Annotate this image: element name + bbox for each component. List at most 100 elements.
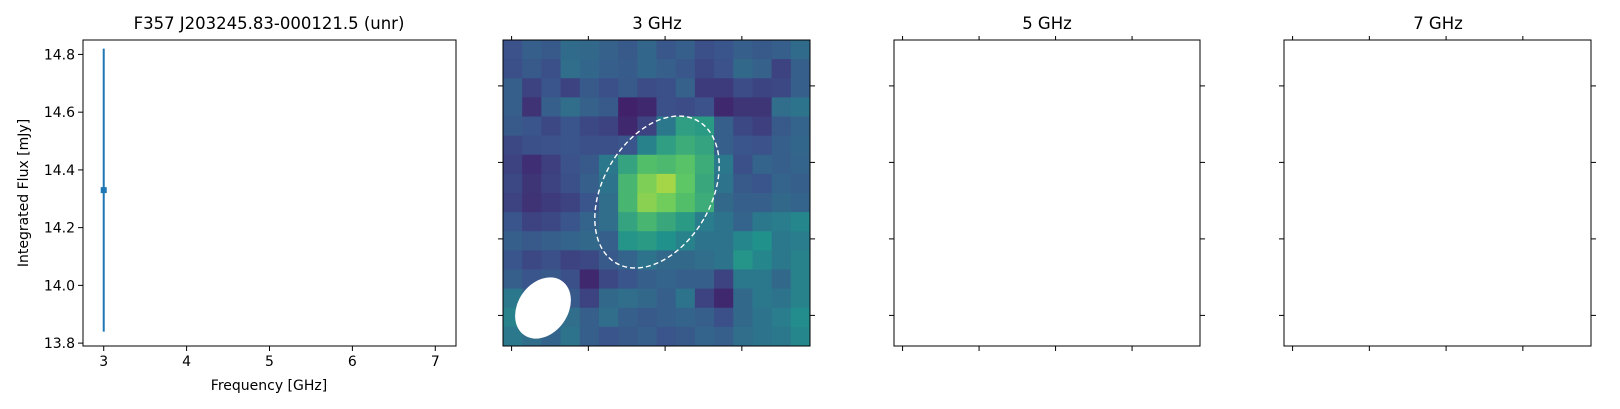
spectrum-y-label: Integrated Flux [mJy] (16, 119, 32, 267)
image-pixel (714, 231, 734, 251)
image-pixel (541, 97, 562, 117)
image-pixel (714, 193, 734, 213)
panel-5ghz: 5 GHz (889, 14, 1205, 351)
image-pixel (771, 326, 792, 347)
image-pixel (579, 269, 600, 290)
image-pixel (522, 97, 542, 117)
image-pixel (503, 78, 523, 98)
image-pixel (733, 193, 753, 213)
image-pixel (560, 231, 581, 251)
x-tick-label: 6 (348, 354, 357, 370)
image-pixel (675, 78, 696, 98)
image-pixel (790, 193, 811, 213)
image-pixel (598, 269, 619, 290)
image-pixel (522, 116, 542, 137)
image-pixel (694, 154, 715, 175)
y-tick-label: 14.4 (44, 163, 75, 179)
image-pixel (752, 116, 773, 137)
image-pixel (733, 288, 753, 309)
beam-ellipse (515, 277, 571, 339)
image-pixel (637, 250, 657, 270)
image-pixel (579, 173, 600, 194)
image-pixel (618, 135, 638, 156)
image-pixel (694, 173, 715, 194)
panel-spectrum: F357 J203245.83-000121.5 (unr) 3 4 5 6 7 13.… (16, 14, 457, 394)
image-pixel (618, 116, 638, 137)
image-pixel (771, 288, 792, 309)
image-pixel (637, 59, 657, 79)
image-pixel (771, 193, 792, 213)
image-pixel (790, 307, 811, 328)
image-pixel (579, 288, 600, 309)
spectrum-data (100, 48, 107, 332)
image-pixel (503, 40, 523, 60)
spectrum-x-label: Frequency [GHz] (211, 378, 327, 394)
image-pixel (579, 78, 600, 98)
image-pixel (598, 97, 619, 117)
image-pixel (675, 288, 696, 309)
7ghz-frame (1283, 39, 1592, 347)
image-pixel (714, 154, 734, 175)
image-pixel (694, 326, 715, 347)
image-pixel (503, 231, 523, 251)
image-pixel (675, 97, 696, 117)
image-pixel (790, 154, 811, 175)
image-pixel (541, 250, 562, 270)
image-pixel (733, 307, 753, 328)
image-pixel (790, 97, 811, 117)
spectrum-y-ticks: 13.8 14.0 14.2 14.4 14.6 14.8 (44, 47, 83, 352)
image-pixel (522, 154, 542, 175)
image-pixel (675, 193, 696, 213)
image-pixel (579, 231, 600, 251)
image-pixel (656, 78, 677, 98)
image-pixel (637, 307, 657, 328)
image-pixel (771, 250, 792, 270)
image-pixel (771, 116, 792, 137)
image-pixel (637, 193, 657, 213)
image-pixel (790, 326, 811, 347)
image-pixel (598, 59, 619, 79)
image-pixel (618, 288, 638, 309)
image-pixel (656, 307, 677, 328)
image-pixel (752, 212, 773, 232)
image-pixel (503, 116, 523, 137)
image-pixel (656, 288, 677, 309)
image-pixel (618, 212, 638, 232)
image-pixel (752, 97, 773, 117)
image-pixel (503, 326, 523, 347)
image-pixel (618, 97, 638, 117)
spectrum-frame (82, 39, 457, 347)
image-pixel (541, 212, 562, 232)
image-pixel (656, 269, 677, 290)
image-pixel (694, 212, 715, 232)
image-pixel (560, 97, 581, 117)
image-pixel (618, 40, 638, 60)
image-pixel (560, 59, 581, 79)
image-pixel (579, 212, 600, 232)
image-pixel (656, 154, 677, 175)
image-pixel (694, 97, 715, 117)
image-pixel (541, 193, 562, 213)
image-pixel (790, 250, 811, 270)
image-pixel (522, 59, 542, 79)
image-pixel (579, 307, 600, 328)
image-pixel (560, 116, 581, 137)
image-pixel (522, 212, 542, 232)
image-pixel (656, 116, 677, 137)
image-pixel (790, 135, 811, 156)
source-fit-ellipse (594, 115, 720, 269)
image-pixel (752, 250, 773, 270)
image-pixel (714, 288, 734, 309)
image-pixel (637, 212, 657, 232)
image-pixel (618, 59, 638, 79)
image-pixel (733, 59, 753, 79)
image-pixel (714, 326, 734, 347)
image-pixel (675, 154, 696, 175)
image-pixel (694, 193, 715, 213)
image-pixel (637, 97, 657, 117)
image-pixel (560, 78, 581, 98)
spectrum-x-ticks: 3 4 5 6 7 (99, 346, 440, 370)
image-pixel (752, 326, 773, 347)
image-pixel (637, 231, 657, 251)
